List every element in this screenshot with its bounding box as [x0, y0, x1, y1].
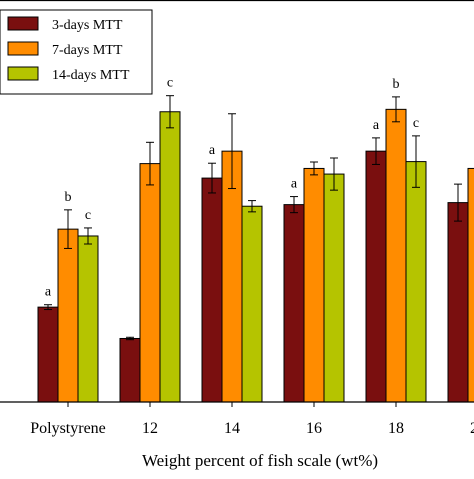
bar	[57, 228, 79, 403]
bar	[37, 306, 59, 403]
x-tick-label: 18	[388, 420, 404, 437]
x-tick-label: 20	[470, 420, 474, 437]
significance-letter: c	[167, 76, 173, 91]
bar	[365, 150, 387, 403]
significance-letter: c	[85, 208, 91, 223]
bars	[37, 108, 474, 403]
legend-label: 14-days MTT	[52, 68, 130, 83]
bar	[323, 173, 345, 403]
bar	[303, 167, 325, 403]
bar	[139, 163, 161, 403]
bar	[241, 205, 263, 403]
legend-swatch	[7, 66, 39, 81]
legend-swatch	[7, 16, 39, 31]
legend-swatch	[7, 41, 39, 56]
x-tick-label: 14	[224, 420, 240, 437]
bar	[405, 161, 427, 403]
legend: 3-days MTT 7-days MTT 14-days MTT	[0, 9, 153, 95]
x-axis-label: Weight percent of fish scale (wt%)	[142, 451, 378, 470]
significance-letter: b	[65, 190, 72, 205]
significance-letter: a	[209, 143, 216, 158]
bar	[77, 235, 99, 403]
bar	[159, 111, 181, 403]
bar	[447, 202, 469, 403]
significance-letter: c	[413, 116, 419, 131]
x-tick-labels: Polystyrene 12 14 16 18 20	[30, 420, 474, 437]
x-tick-label: 12	[142, 420, 158, 437]
axes	[0, 0, 474, 407]
bar	[283, 204, 305, 403]
legend-label: 7-days MTT	[52, 43, 123, 58]
bar	[467, 167, 474, 403]
error-bars	[44, 95, 462, 341]
legend-label: 3-days MTT	[52, 18, 123, 33]
bar	[119, 337, 141, 403]
x-tick-label: 16	[306, 420, 322, 437]
x-tick-label: Polystyrene	[30, 420, 106, 437]
bar	[385, 108, 407, 403]
significance-letter: b	[393, 77, 400, 92]
significance-letter: a	[373, 118, 380, 133]
bar	[201, 177, 223, 403]
significance-letter: a	[45, 285, 52, 300]
significance-letter: a	[291, 177, 298, 192]
